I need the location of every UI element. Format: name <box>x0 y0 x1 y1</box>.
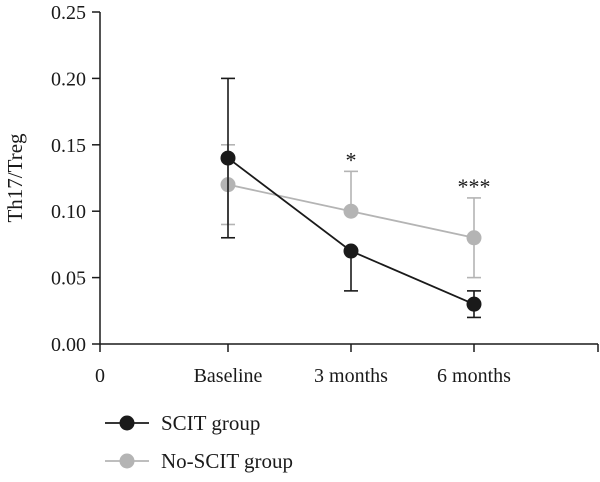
legend-item: SCIT group <box>105 411 260 435</box>
data-point <box>343 203 359 219</box>
x-tick-label-origin: 0 <box>95 365 105 387</box>
series-scit <box>220 77 482 319</box>
legend-swatch-marker <box>119 453 135 469</box>
legend: SCIT group No-SCIT group <box>105 411 293 473</box>
legend-item: No-SCIT group <box>105 449 293 473</box>
significance-marker: * <box>346 147 357 172</box>
y-axis-title: Th17/Treg <box>3 133 27 223</box>
y-tick-label: 0.10 <box>51 201 86 223</box>
data-point <box>466 230 482 246</box>
significance-marker: *** <box>458 174 491 199</box>
legend-label: SCIT group <box>161 411 260 435</box>
significance-annotations: **** <box>346 147 491 199</box>
y-ticks: 0.00 0.05 0.10 0.15 0.20 0.25 <box>51 2 100 356</box>
y-tick-label: 0.25 <box>51 2 86 24</box>
y-tick-label: 0.00 <box>51 334 86 356</box>
data-point <box>220 150 236 166</box>
y-tick-label: 0.15 <box>51 135 86 157</box>
axes: Th17/Treg 0 <box>3 12 598 387</box>
y-tick-label: 0.20 <box>51 68 86 90</box>
x-tick-label: 6 months <box>437 365 511 387</box>
legend-label: No-SCIT group <box>161 449 293 473</box>
series <box>220 77 482 319</box>
legend-swatch-marker <box>119 415 135 431</box>
x-ticks: Baseline 3 months 6 months <box>99 344 599 387</box>
y-tick-label: 0.05 <box>51 268 86 290</box>
x-tick-label: 3 months <box>314 365 388 387</box>
x-tick-label: Baseline <box>194 365 263 387</box>
data-point <box>343 243 359 259</box>
data-point <box>466 296 482 312</box>
